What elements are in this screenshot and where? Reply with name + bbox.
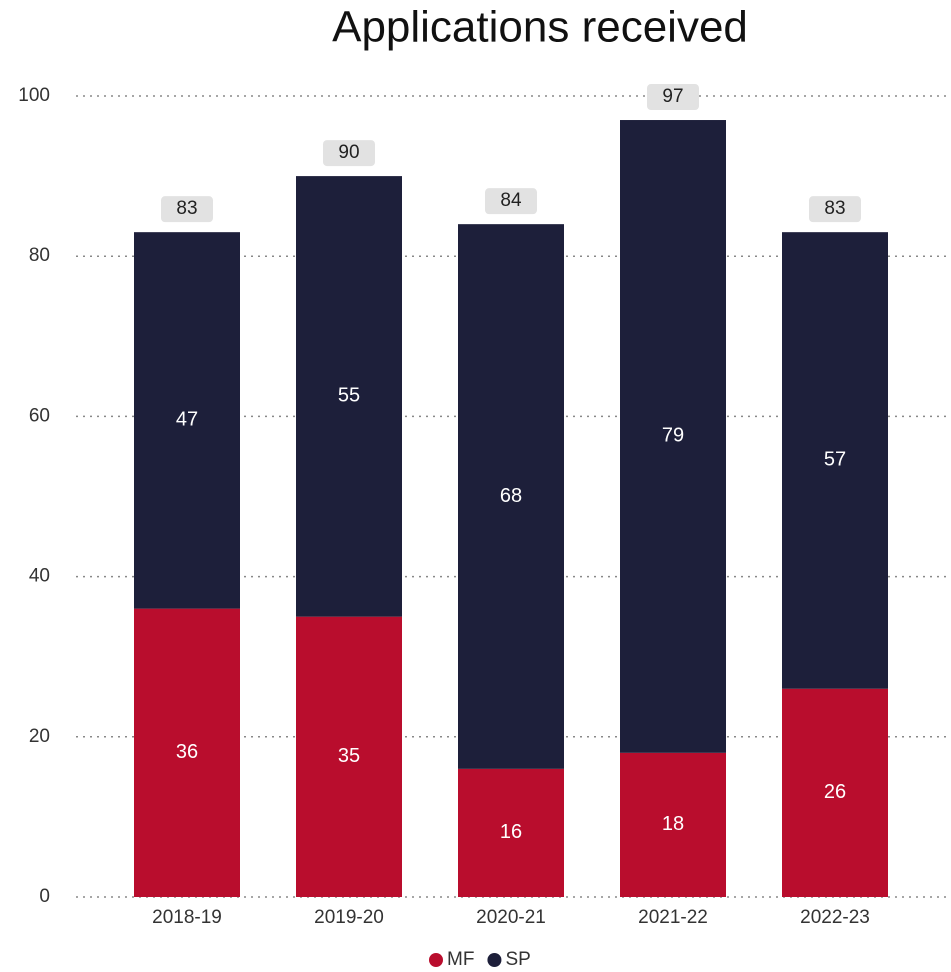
x-tick-label: 2022-23 — [800, 907, 870, 928]
bar-segment — [620, 120, 726, 753]
total-box — [647, 84, 699, 111]
y-tick-label: 100 — [18, 85, 50, 106]
total-label: 83 — [176, 198, 197, 219]
chart-title: Applications received — [332, 3, 748, 52]
segment-label: 47 — [176, 409, 198, 431]
segment-label: 35 — [338, 745, 360, 767]
segment-label: 68 — [500, 485, 522, 507]
segment-label: 36 — [176, 741, 198, 763]
y-tick-label: 20 — [29, 726, 50, 747]
bar-segment — [620, 752, 726, 897]
segment-label: 16 — [500, 821, 522, 843]
bar-segment — [782, 232, 888, 689]
bar-segment — [782, 688, 888, 897]
legend-marker — [429, 953, 443, 967]
segment-label: 55 — [338, 385, 360, 407]
bar-segment — [296, 176, 402, 617]
bar-segment — [296, 616, 402, 897]
segment-label: 79 — [662, 425, 684, 447]
segment-label: 18 — [662, 813, 684, 835]
total-box — [161, 196, 213, 223]
y-tick-label: 60 — [29, 405, 50, 426]
x-tick-label: 2019-20 — [314, 907, 384, 928]
bar-segment — [134, 608, 240, 897]
y-tick-label: 0 — [39, 886, 50, 907]
legend-label: SP — [505, 949, 530, 970]
total-label: 84 — [500, 190, 522, 211]
x-tick-label: 2020-21 — [476, 907, 546, 928]
total-label: 90 — [338, 142, 359, 163]
bar-segment — [458, 224, 564, 769]
legend-label: MF — [447, 949, 474, 970]
y-tick-label: 80 — [29, 245, 50, 266]
legend-marker — [487, 953, 502, 967]
x-tick-label: 2018-19 — [152, 907, 222, 928]
total-box — [485, 188, 537, 215]
segment-label: 26 — [824, 781, 846, 803]
total-label: 97 — [662, 86, 683, 107]
x-tick-label: 2021-22 — [638, 907, 708, 928]
segment-label: 57 — [824, 449, 846, 471]
total-label: 83 — [824, 198, 845, 219]
y-tick-label: 40 — [29, 566, 50, 587]
bar-segment — [134, 232, 240, 609]
total-box — [323, 140, 375, 167]
bar-segment — [458, 768, 564, 897]
total-box — [809, 196, 861, 223]
